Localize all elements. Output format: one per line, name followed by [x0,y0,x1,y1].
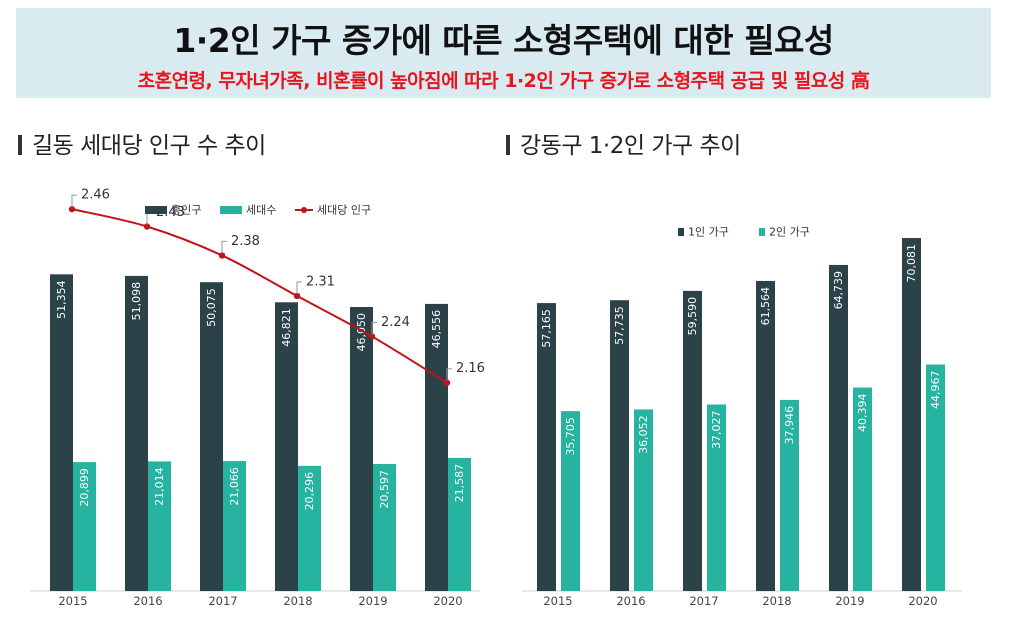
bar-2인 가구-2020 [926,364,945,591]
bar-value-label: 70,081 [905,244,918,283]
legend-label-1인 가구: 1인 가구 [688,226,729,239]
x-tick-label: 2018 [762,594,791,608]
line-point-2020 [443,379,451,386]
x-tick-label: 2019 [358,594,387,608]
bar-value-label: 35,705 [564,417,577,456]
bar-value-label: 59,590 [686,297,699,336]
bar-value-label: 51,354 [55,280,68,319]
bar-2인 가구-2015 [561,411,580,591]
x-tick-label: 2016 [133,594,162,608]
legend-swatch-1인 가구 [678,228,684,236]
bar-1인 가구-2020 [902,238,921,591]
bar-총인구-2019 [350,307,373,591]
bar-세대수-2018 [298,465,321,591]
bar-value-label: 57,165 [540,309,553,348]
data-label-leader [71,194,77,208]
bar-value-label: 36,052 [637,415,650,454]
x-tick-label: 2019 [835,594,864,608]
bar-value-label: 51,098 [130,282,143,321]
bar-세대수-2019 [373,463,396,591]
line-point-2017 [218,252,226,259]
bar-1인 가구-2018 [756,280,775,591]
bar-value-label: 44,967 [929,371,942,410]
bar-1인 가구-2015 [537,303,556,591]
bar-총인구-2018 [275,302,298,591]
bar-value-label: 20,296 [303,472,316,511]
line-value-label: 2.24 [381,315,410,330]
right-chart-title-text: 강동구 1·2인 가구 추이 [520,133,741,159]
line-value-label: 2.16 [456,361,485,376]
bar-value-label: 37,027 [710,411,723,450]
title-marker [506,135,510,155]
x-tick-label: 2015 [543,594,572,608]
x-tick-label: 2020 [908,594,937,608]
bar-세대수-2017 [223,461,246,591]
data-label-leader [296,281,302,294]
page-title: 1·2인 가구 증가에 따른 소형주택에 대한 필요성 [173,21,834,60]
bar-value-label: 61,564 [759,287,772,326]
bar-value-label: 46,821 [280,308,293,347]
data-label-leader [371,321,377,335]
bar-2인 가구-2017 [707,404,726,591]
bar-value-label: 50,075 [205,288,218,327]
legend-swatch-세대수 [220,206,242,214]
line-point-2016 [143,223,151,230]
right-chart-title: 강동구 1·2인 가구 추이 [506,126,741,160]
bar-value-label: 21,066 [228,467,241,506]
legend-swatch-총인구 [145,206,167,214]
legend-marker-세대당 인구 [301,207,307,213]
legend-label-2인 가구: 2인 가구 [769,226,810,239]
bar-2인 가구-2019 [853,387,872,591]
bar-value-label: 40,394 [856,394,869,433]
bar-value-label: 57,735 [613,306,626,345]
gildong-population-chart: 51,354 20,899 2015 51,098 21,014 2016 50,075 21… [30,188,485,608]
bar-총인구-2020 [425,303,448,591]
bar-1인 가구-2019 [829,264,848,591]
bar-value-label: 20,899 [78,468,91,507]
line-point-2018 [293,292,301,300]
bar-세대수-2016 [148,461,171,591]
left-chart-title: 길동 세대당 인구 수 추이 [18,126,266,160]
x-tick-label: 2018 [283,594,312,608]
bar-value-label: 64,739 [832,271,845,310]
data-label-leader [221,240,227,254]
x-tick-label: 2020 [433,594,462,608]
page-subtitle: 초혼연령, 무자녀가족, 비혼률이 높아짐에 따라 1·2인 가구 증가로 소형… [137,70,870,92]
data-label-leader [146,212,152,225]
gangdong-household-chart: 57,165 35,705 2015 57,735 36,052 2016 59,590 37… [522,226,962,608]
line-point-2019 [368,333,376,340]
bar-2인 가구-2018 [780,399,799,591]
bar-value-label: 20,597 [378,470,391,509]
bar-총인구-2017 [200,282,223,591]
bar-1인 가구-2016 [610,300,629,591]
bar-총인구-2015 [50,274,73,591]
title-marker [18,135,22,155]
bar-value-label: 21,014 [153,467,166,506]
legend-swatch-2인 가구 [759,228,765,236]
line-value-label: 2.38 [231,234,260,249]
bar-1인 가구-2017 [683,290,702,591]
x-tick-label: 2015 [58,594,87,608]
legend-label-세대수: 세대수 [246,204,276,217]
header-banner: 1·2인 가구 증가에 따른 소형주택에 대한 필요성 초혼연령, 무자녀가족,… [16,8,991,98]
legend-label-세대당 인구: 세대당 인구 [317,204,371,217]
bar-총인구-2016 [125,275,148,591]
x-tick-label: 2017 [689,594,718,608]
line-point-2015 [68,205,76,213]
bar-value-label: 46,556 [430,310,443,349]
x-tick-label: 2016 [616,594,645,608]
x-tick-label: 2017 [208,594,237,608]
data-label-leader [446,368,452,381]
bar-value-label: 21,587 [453,464,466,503]
line-value-label: 2.46 [81,188,110,203]
bar-value-label: 46,050 [355,313,368,352]
bar-세대수-2020 [448,457,471,591]
line-value-label: 2.31 [306,274,335,289]
left-chart-title-text: 길동 세대당 인구 수 추이 [32,133,266,159]
bar-2인 가구-2016 [634,409,653,591]
legend-label-총인구: 총인구 [171,204,201,217]
bar-value-label: 37,946 [783,406,796,445]
bar-세대수-2015 [73,462,96,591]
